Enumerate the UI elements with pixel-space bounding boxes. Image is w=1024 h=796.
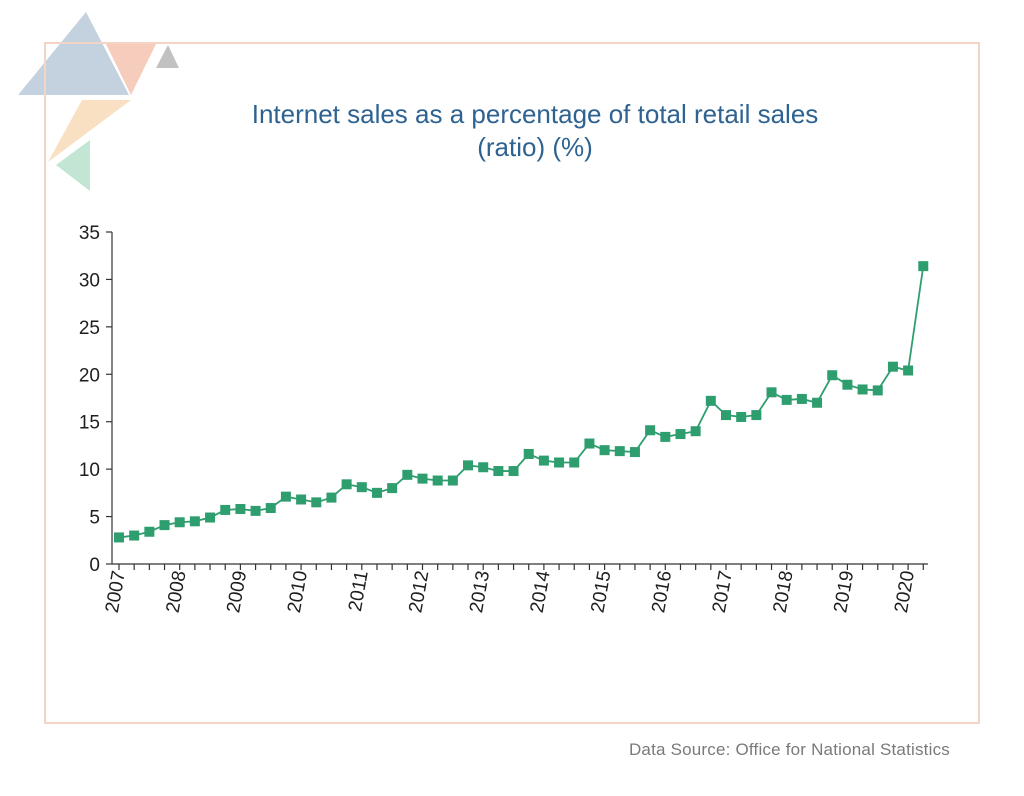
data-point (326, 492, 337, 503)
data-point (751, 410, 762, 421)
x-tick-label: 2010 (284, 569, 312, 614)
x-tick-label: 2015 (588, 569, 616, 614)
data-point (629, 447, 640, 458)
data-point (705, 395, 716, 406)
chart-title-line-2: (ratio) (%) (477, 132, 593, 162)
data-point (766, 387, 777, 398)
data-point (114, 532, 124, 543)
data-point (918, 261, 929, 272)
data-point (599, 445, 610, 456)
data-point (872, 385, 883, 396)
data-point (736, 411, 747, 422)
x-tick-label: 2013 (466, 569, 494, 614)
y-tick-label: 35 (79, 223, 100, 244)
data-point (584, 438, 595, 449)
data-point (341, 479, 352, 490)
x-tick-label: 2018 (770, 569, 798, 614)
y-tick-label: 25 (79, 318, 100, 339)
chart-title-line-1: Internet sales as a percentage of total … (251, 99, 819, 129)
x-tick-label: 2017 (709, 569, 737, 614)
data-point (417, 473, 428, 484)
x-tick-label: 2011 (345, 569, 373, 613)
data-point (887, 361, 898, 372)
data-point (189, 516, 200, 527)
data-point (478, 462, 489, 473)
data-point (538, 455, 549, 466)
x-tick-label: 2007 (102, 569, 130, 614)
data-point (205, 512, 216, 523)
y-tick-label: 30 (79, 270, 100, 291)
data-point (280, 491, 291, 502)
data-point (812, 397, 823, 408)
data-point (250, 505, 261, 516)
x-tick-label: 2009 (223, 569, 251, 614)
y-axis-ticks: 0 5 10 15 20 25 30 35 (79, 223, 112, 576)
data-point (371, 487, 382, 498)
data-point (493, 466, 504, 477)
data-point (569, 457, 580, 468)
data-point (387, 483, 398, 494)
x-tick-label: 2020 (891, 569, 919, 614)
data-point (523, 448, 534, 459)
data-point (842, 379, 853, 390)
data-point (463, 460, 474, 471)
x-tick-label: 2012 (405, 569, 433, 614)
x-axis-ticks: 2007 2008 2009 2010 2011 2012 2013 2014 2015 2016… (102, 564, 924, 615)
data-point (356, 482, 367, 493)
data-point (554, 457, 565, 468)
data-point (857, 384, 868, 395)
series-points (114, 261, 929, 543)
data-point (796, 393, 807, 404)
data-point (721, 410, 731, 421)
data-point (508, 466, 519, 477)
y-tick-label: 5 (89, 508, 100, 529)
data-point (311, 497, 322, 508)
chart-axes (111, 232, 928, 565)
data-point (827, 370, 838, 381)
data-point (159, 520, 170, 531)
y-tick-label: 15 (79, 413, 100, 434)
x-tick-label: 2014 (527, 569, 555, 615)
y-tick-label: 20 (79, 365, 100, 386)
data-point (614, 446, 625, 457)
data-point (144, 526, 155, 537)
data-point (432, 475, 443, 486)
data-point (903, 365, 914, 376)
data-point (781, 394, 792, 405)
data-point (660, 431, 671, 442)
data-point (235, 503, 246, 514)
chart-frame (44, 42, 980, 724)
data-point (174, 517, 185, 528)
x-tick-label: 2019 (830, 569, 858, 614)
data-point (645, 425, 656, 436)
data-point (265, 503, 276, 514)
x-tick-label: 2008 (163, 569, 191, 614)
data-point (402, 469, 413, 480)
y-tick-label: 10 (79, 460, 100, 481)
data-point (296, 494, 307, 505)
chart-title: Internet sales as a percentage of total … (150, 98, 920, 164)
data-point (690, 426, 701, 437)
data-point (447, 475, 458, 486)
data-point (675, 429, 686, 440)
data-point (220, 504, 231, 515)
x-tick-label: 2016 (648, 569, 676, 614)
data-source-note: Data Source: Office for National Statist… (628, 740, 950, 759)
y-tick-label: 0 (89, 555, 100, 576)
data-point (129, 530, 140, 541)
